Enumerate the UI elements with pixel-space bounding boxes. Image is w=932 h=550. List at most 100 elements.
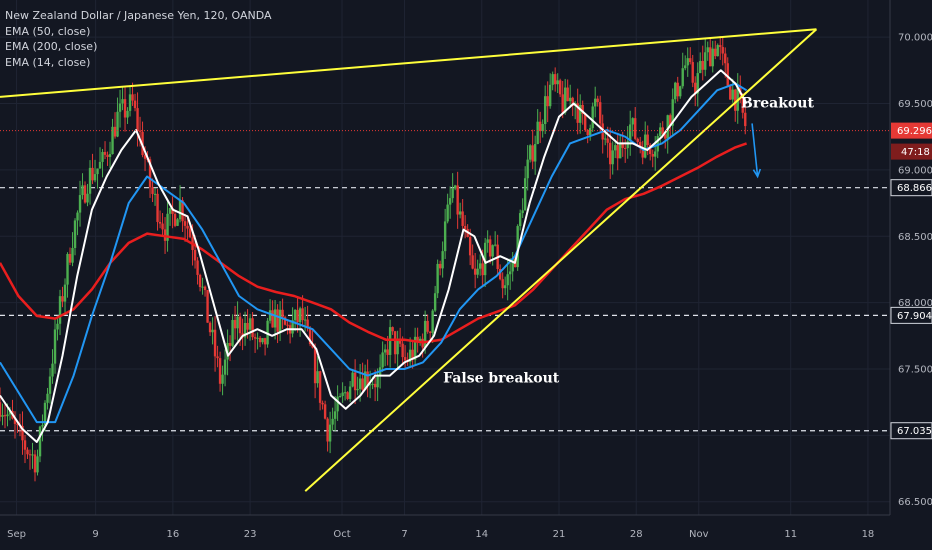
y-tick-label-5: 67.500 bbox=[898, 364, 932, 375]
y-tick-label-3: 68.500 bbox=[898, 232, 932, 243]
level-tag-box-1 bbox=[890, 306, 932, 324]
candle-body-148 bbox=[368, 384, 372, 386]
candle-body-58 bbox=[143, 155, 147, 159]
candle-body-212 bbox=[528, 145, 532, 160]
candle-body-166 bbox=[413, 336, 417, 360]
candle-body-189 bbox=[471, 255, 474, 269]
candle-body-140 bbox=[348, 386, 352, 399]
candle-body-277 bbox=[691, 62, 694, 83]
candle-body-272 bbox=[679, 86, 682, 97]
x-tick-label-5: 7 bbox=[401, 529, 407, 540]
candle-body-150 bbox=[373, 383, 377, 388]
candle-body-65 bbox=[161, 223, 164, 230]
candle-body-32 bbox=[78, 195, 82, 213]
candle-body-274 bbox=[684, 65, 687, 69]
candle-body-87 bbox=[216, 356, 219, 359]
x-tick-label-4: Oct bbox=[333, 529, 350, 540]
candle-body-93 bbox=[231, 320, 234, 346]
y-tick-label-7: 66.500 bbox=[898, 497, 932, 508]
level-tag-0: 68.866 bbox=[897, 183, 932, 194]
candle-body-210 bbox=[523, 178, 527, 211]
time-axis[interactable]: Sep 9 16 23 Oct 7 14 21 28 Nov 11 18 bbox=[0, 514, 932, 550]
candle-body-273 bbox=[681, 68, 684, 87]
candle-body-186 bbox=[463, 225, 467, 230]
candle-body-257 bbox=[641, 147, 644, 158]
candle-body-228 bbox=[568, 97, 572, 102]
horizontal-levels bbox=[0, 187, 890, 432]
candle-body-16 bbox=[38, 426, 42, 457]
candle-body-55 bbox=[136, 108, 139, 131]
candle-body-176 bbox=[438, 263, 442, 269]
symbol-title: New Zealand Dollar / Japanese Yen, 120, … bbox=[5, 9, 272, 22]
candle-body-217 bbox=[541, 123, 544, 132]
candle-body-6 bbox=[13, 418, 17, 424]
candle-body-232 bbox=[578, 104, 582, 123]
candle-body-200 bbox=[498, 269, 502, 280]
candle-body-46 bbox=[113, 126, 117, 137]
candle-body-113 bbox=[281, 309, 284, 318]
candle-body-219 bbox=[546, 96, 549, 107]
candle-body-294 bbox=[734, 89, 737, 111]
candle-body-281 bbox=[701, 60, 704, 70]
candle-body-75 bbox=[186, 225, 189, 229]
candle-body-71 bbox=[176, 219, 179, 226]
candle-body-0 bbox=[0, 402, 2, 417]
candle-body-280 bbox=[699, 60, 702, 74]
candle-body-133 bbox=[331, 418, 334, 425]
candle-body-161 bbox=[401, 343, 404, 358]
candle-body-247 bbox=[616, 145, 619, 159]
candle-body-99 bbox=[246, 322, 249, 330]
candle-body-162 bbox=[403, 357, 407, 361]
candle-body-157 bbox=[391, 327, 394, 332]
candle-body-98 bbox=[243, 322, 247, 338]
candle-body-144 bbox=[358, 378, 362, 389]
candle-body-20 bbox=[48, 376, 52, 394]
candle-body-33 bbox=[81, 185, 84, 196]
candle-body-53 bbox=[131, 94, 134, 101]
x-tick-label-11: 18 bbox=[862, 529, 875, 540]
candle-body-106 bbox=[263, 338, 267, 345]
candle-body-288 bbox=[719, 45, 722, 48]
candle-body-240 bbox=[598, 102, 602, 124]
level-tag-box-2 bbox=[890, 422, 932, 440]
candle-body-108 bbox=[268, 310, 272, 321]
candle-body-14 bbox=[33, 454, 37, 473]
candle-body-260 bbox=[649, 145, 652, 154]
candle-body-221 bbox=[551, 74, 554, 85]
candle-body-165 bbox=[411, 349, 414, 360]
candle-body-246 bbox=[614, 145, 617, 151]
candle-body-149 bbox=[371, 383, 374, 385]
candle-body-62 bbox=[153, 193, 157, 195]
candle-body-88 bbox=[218, 358, 222, 384]
candle-body-7 bbox=[16, 423, 19, 425]
candle-body-131 bbox=[326, 418, 329, 442]
x-tick-label-7: 21 bbox=[553, 529, 566, 540]
candle-body-283 bbox=[706, 47, 709, 53]
candle-body-47 bbox=[116, 111, 119, 137]
candle-body-226 bbox=[563, 87, 567, 113]
candle-body-289 bbox=[721, 47, 724, 54]
candle-body-35 bbox=[86, 193, 89, 203]
candle-body-239 bbox=[596, 98, 599, 103]
candle-body-39 bbox=[96, 168, 99, 175]
price-axis[interactable]: 70.000 69.500 69.000 68.500 68.000 67.500 67.0… bbox=[889, 0, 932, 550]
candle-body-275 bbox=[686, 58, 689, 66]
candle-body-174 bbox=[433, 293, 437, 311]
candle-body-89 bbox=[221, 374, 224, 384]
candle-body-125 bbox=[311, 344, 314, 348]
candle-body-193 bbox=[481, 263, 484, 276]
candle-body-264 bbox=[659, 127, 662, 137]
candle-body-10 bbox=[23, 440, 27, 450]
candle-body-64 bbox=[158, 221, 162, 224]
candle-body-95 bbox=[236, 316, 239, 329]
candle-body-60 bbox=[148, 159, 152, 188]
candle-body-24 bbox=[58, 296, 62, 324]
candle-body-17 bbox=[41, 425, 44, 427]
candle-body-285 bbox=[711, 48, 714, 67]
candle-body-205 bbox=[511, 258, 514, 272]
candle-body-147 bbox=[366, 371, 369, 386]
candle-body-188 bbox=[468, 236, 472, 256]
candle-body-204 bbox=[508, 271, 512, 275]
candle-body-231 bbox=[576, 103, 579, 123]
